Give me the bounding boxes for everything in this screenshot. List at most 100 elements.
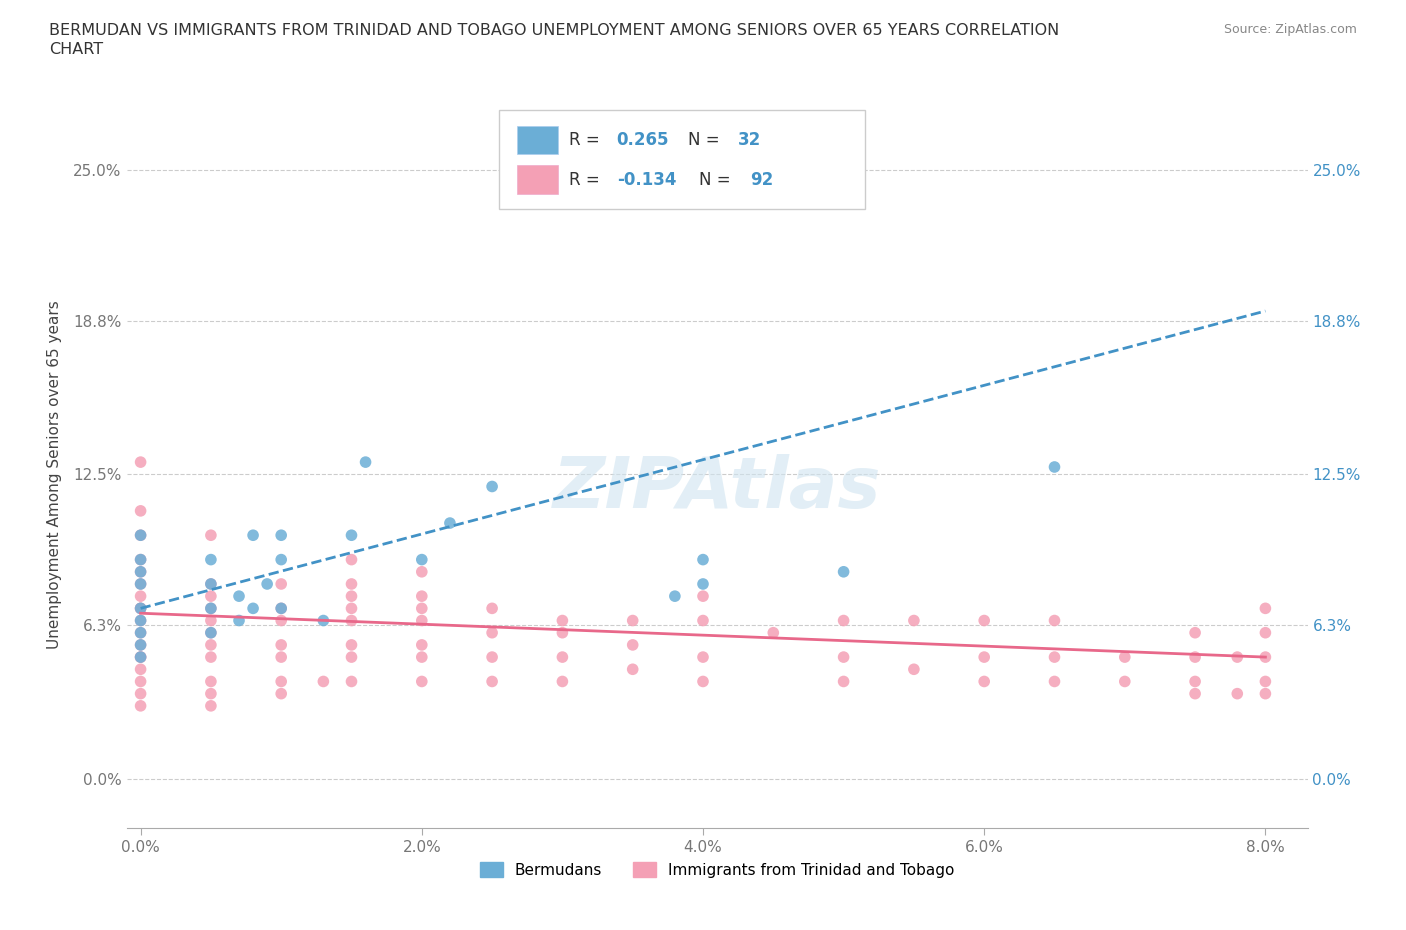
Point: [1254, 650, 1277, 665]
Point: [832, 674, 855, 689]
FancyBboxPatch shape: [517, 126, 558, 154]
Point: [1043, 674, 1066, 689]
Point: [129, 637, 152, 652]
Point: [481, 674, 503, 689]
Point: [270, 528, 292, 543]
Point: [270, 674, 292, 689]
Point: [692, 613, 714, 628]
Point: [270, 637, 292, 652]
Point: [354, 455, 377, 470]
Point: [340, 637, 363, 652]
Point: [1114, 650, 1136, 665]
Point: [1226, 686, 1249, 701]
Text: ZIPAtlas: ZIPAtlas: [553, 454, 882, 523]
Point: [270, 650, 292, 665]
Point: [129, 650, 152, 665]
Point: [228, 613, 250, 628]
Point: [129, 565, 152, 579]
Point: [270, 577, 292, 591]
Point: [129, 625, 152, 640]
Point: [1184, 625, 1206, 640]
Point: [1043, 459, 1066, 474]
Point: [411, 552, 433, 567]
Point: [200, 674, 222, 689]
Point: [340, 577, 363, 591]
Point: [129, 601, 152, 616]
Point: [129, 503, 152, 518]
Text: CHART: CHART: [49, 42, 103, 57]
Point: [411, 613, 433, 628]
Point: [200, 637, 222, 652]
Text: R =: R =: [569, 131, 606, 149]
Point: [129, 601, 152, 616]
Point: [270, 613, 292, 628]
Point: [551, 625, 574, 640]
Text: N =: N =: [699, 170, 737, 189]
Legend: Bermudans, Immigrants from Trinidad and Tobago: Bermudans, Immigrants from Trinidad and …: [474, 856, 960, 884]
Point: [200, 625, 222, 640]
Point: [411, 565, 433, 579]
Point: [1184, 650, 1206, 665]
Point: [692, 552, 714, 567]
Point: [1254, 625, 1277, 640]
Point: [481, 650, 503, 665]
Point: [129, 552, 152, 567]
Point: [1254, 601, 1277, 616]
Point: [692, 589, 714, 604]
Point: [270, 601, 292, 616]
Point: [129, 455, 152, 470]
Point: [340, 613, 363, 628]
Point: [621, 613, 644, 628]
Point: [242, 528, 264, 543]
Point: [621, 637, 644, 652]
Point: [129, 601, 152, 616]
Point: [270, 686, 292, 701]
Point: [312, 613, 335, 628]
Point: [903, 662, 925, 677]
Point: [1184, 674, 1206, 689]
Point: [481, 601, 503, 616]
FancyBboxPatch shape: [517, 166, 558, 193]
Point: [242, 601, 264, 616]
Point: [551, 650, 574, 665]
Point: [200, 625, 222, 640]
Point: [340, 528, 363, 543]
Point: [411, 674, 433, 689]
Point: [411, 650, 433, 665]
Text: R =: R =: [569, 170, 606, 189]
Point: [340, 589, 363, 604]
Point: [1184, 686, 1206, 701]
Point: [129, 528, 152, 543]
Point: [270, 552, 292, 567]
Point: [692, 577, 714, 591]
Point: [270, 601, 292, 616]
Point: [1226, 650, 1249, 665]
Point: [411, 637, 433, 652]
Point: [692, 674, 714, 689]
Point: [1254, 674, 1277, 689]
Point: [832, 565, 855, 579]
Point: [200, 698, 222, 713]
Point: [411, 589, 433, 604]
Point: [832, 650, 855, 665]
Point: [129, 577, 152, 591]
Point: [973, 650, 995, 665]
Point: [1043, 613, 1066, 628]
Text: 0.265: 0.265: [617, 131, 669, 149]
Point: [340, 601, 363, 616]
Point: [129, 650, 152, 665]
Point: [129, 698, 152, 713]
Point: [200, 528, 222, 543]
Point: [903, 613, 925, 628]
Point: [551, 674, 574, 689]
Point: [1254, 686, 1277, 701]
Text: N =: N =: [688, 131, 724, 149]
Point: [129, 662, 152, 677]
Text: 32: 32: [738, 131, 762, 149]
Point: [439, 515, 461, 530]
Point: [481, 479, 503, 494]
Point: [129, 528, 152, 543]
Point: [1043, 650, 1066, 665]
Text: -0.134: -0.134: [617, 170, 676, 189]
Point: [129, 589, 152, 604]
